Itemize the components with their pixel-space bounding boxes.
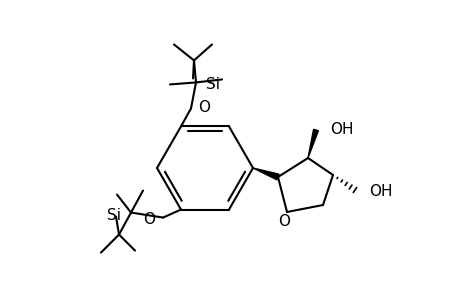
Text: O: O: [143, 212, 155, 227]
Text: Si: Si: [107, 208, 121, 223]
Text: OH: OH: [329, 122, 353, 137]
Text: O: O: [197, 100, 210, 115]
Text: O: O: [277, 214, 289, 230]
Polygon shape: [308, 129, 318, 158]
Polygon shape: [252, 168, 279, 180]
Text: Si: Si: [206, 77, 219, 92]
Text: OH: OH: [368, 184, 392, 199]
